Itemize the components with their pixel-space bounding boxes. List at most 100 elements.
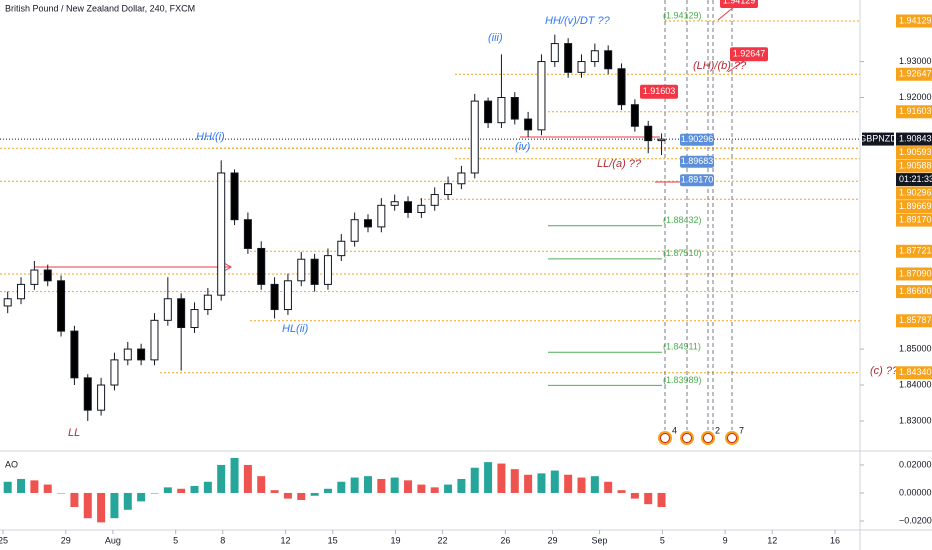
wave-label: (iv) <box>515 141 531 153</box>
candle-body <box>617 68 626 106</box>
wave-label: LL <box>68 427 80 439</box>
ao-bar <box>137 492 146 502</box>
price-callout-label: 1.94129 <box>723 0 756 5</box>
osc-y-tick-label: 0.02000 <box>899 459 932 469</box>
last-price-box <box>896 132 932 146</box>
ao-bar <box>497 463 506 493</box>
candle-body <box>390 201 399 206</box>
ao-bar <box>617 490 626 493</box>
level-price-box <box>896 200 932 214</box>
candle-body <box>457 172 466 185</box>
level-price-box <box>896 366 932 380</box>
ao-bar <box>550 470 559 493</box>
price-callout <box>730 47 768 62</box>
ao-bar <box>564 474 573 493</box>
x-tick-label: Sep <box>592 535 608 545</box>
level-price-label: 1.89669 <box>899 201 932 211</box>
y-tick-label: 1.84000 <box>899 379 932 389</box>
candle-body <box>337 240 346 257</box>
level-price-label: 1.85787 <box>899 315 932 325</box>
ao-bar <box>97 492 106 523</box>
candle-body <box>524 118 533 131</box>
candle-body <box>377 204 386 228</box>
x-tick-label: 9 <box>723 535 728 545</box>
candle-body <box>283 280 292 311</box>
ao-bar <box>177 488 186 493</box>
fib-label: (1.83989) <box>663 375 702 385</box>
candle-body <box>537 61 546 131</box>
candle-body <box>323 255 332 285</box>
candle-body <box>57 280 66 332</box>
candle-body <box>497 97 506 124</box>
event-icon-inner <box>682 433 692 443</box>
ao-bar <box>150 492 159 494</box>
candle-body <box>163 298 172 321</box>
ao-bar <box>17 478 26 493</box>
candle-body <box>243 219 252 249</box>
ao-bar <box>657 492 666 507</box>
candle-body <box>417 204 426 214</box>
blue-callout <box>680 155 714 168</box>
level-price-label: 1.94129 <box>899 15 932 25</box>
candle-body <box>177 298 186 329</box>
x-tick-label: 19 <box>390 535 400 545</box>
x-tick-label: 25 <box>0 535 8 545</box>
candle-body <box>150 319 159 361</box>
candle-body <box>257 247 266 285</box>
fib-label: (1.88432) <box>663 215 702 225</box>
wave-label: (c) ?? <box>870 365 899 377</box>
ao-bar <box>404 480 413 493</box>
fib-label: (1.87510) <box>663 248 702 258</box>
event-icon-inner <box>660 433 670 443</box>
chart-title: British Pound / New Zealand Dollar, 240,… <box>5 3 195 13</box>
x-tick-label: Aug <box>105 535 121 545</box>
ao-bar <box>110 492 119 519</box>
y-tick-label: 1.85000 <box>899 343 932 353</box>
level-price-label: 1.90296 <box>899 187 932 197</box>
ao-bar <box>390 477 399 493</box>
level-price-box <box>896 285 932 299</box>
level-price-label: 1.84340 <box>899 367 932 377</box>
candle-body <box>97 384 106 411</box>
candle-body <box>404 201 413 214</box>
level-price-box <box>896 213 932 227</box>
candle-body <box>350 219 359 242</box>
candle-body <box>297 258 306 282</box>
ao-bar <box>524 474 533 493</box>
ao-bar <box>417 484 426 493</box>
level-price-label: 1.91603 <box>899 106 932 116</box>
level-price-box <box>896 267 932 281</box>
level-price-box <box>896 314 932 328</box>
candle-body <box>564 43 573 73</box>
ao-bar <box>630 492 639 499</box>
ao-bar <box>350 477 359 493</box>
candle-body <box>550 43 559 63</box>
y-tick-label: 1.93000 <box>899 56 932 66</box>
ao-bar <box>644 492 653 505</box>
candle-body <box>470 100 479 174</box>
fib-label: (1.94129) <box>663 10 702 20</box>
ao-bar <box>217 464 226 493</box>
candle-body <box>17 283 26 300</box>
candle-body <box>83 377 92 411</box>
ao-bar <box>444 484 453 493</box>
candle-body <box>363 219 372 228</box>
candle-body <box>270 283 279 311</box>
ao-bar <box>457 478 466 493</box>
ao-bar <box>377 478 386 493</box>
price-callout <box>640 84 678 99</box>
x-tick-label: 8 <box>220 535 225 545</box>
wave-label: HH/(v)/DT ?? <box>545 15 611 27</box>
ao-bar <box>283 492 292 499</box>
candle-body <box>484 100 493 124</box>
wave-label: LL/(a) ?? <box>597 158 642 170</box>
symbol-box <box>862 132 894 146</box>
candle-body <box>590 50 599 63</box>
countdown-box <box>896 173 932 187</box>
ao-bar <box>43 484 52 493</box>
ao-bar <box>604 481 613 493</box>
ao-bar <box>3 481 12 493</box>
last-price-label: 1.90843 <box>899 133 932 143</box>
